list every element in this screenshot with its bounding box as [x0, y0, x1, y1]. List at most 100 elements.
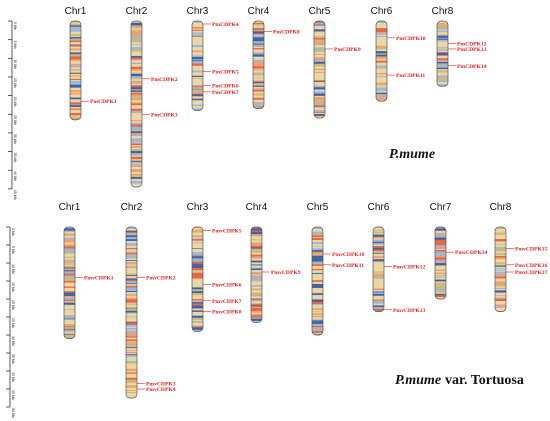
chromosome-band	[314, 21, 325, 24]
chromosome-band	[192, 299, 203, 302]
chromosome-band	[64, 325, 75, 327]
chromosome-band	[435, 249, 446, 252]
scale-tick-label: 20 Mb	[11, 300, 15, 310]
chromosome-band	[251, 296, 262, 299]
chromosome-band	[192, 297, 203, 300]
chromosome-band	[437, 56, 448, 59]
chromosome-band	[126, 377, 137, 380]
chromosome-band	[192, 311, 203, 314]
chromosome-band	[373, 292, 384, 295]
chromosome-band	[192, 88, 203, 90]
chromosome-band	[435, 243, 446, 246]
chromosome-band	[64, 284, 75, 287]
chromosome-band	[70, 109, 81, 111]
chromosome-bands	[437, 21, 448, 87]
chromosome-band	[126, 324, 137, 327]
chromosome-band	[126, 348, 137, 351]
chromosome-band	[192, 296, 203, 298]
chromosome-band	[70, 84, 81, 86]
chromosome-band	[64, 286, 75, 289]
scale-tick-label: 10 Mb	[13, 59, 17, 69]
scale-tick-label: 20 Mb	[13, 97, 17, 107]
chromosome-band	[70, 21, 81, 23]
chromosome-band	[70, 59, 81, 62]
chromosome-band	[495, 251, 506, 254]
gene-label: PmvCDPK9	[271, 270, 301, 276]
chromosome-band	[251, 280, 262, 282]
chromosome-band	[64, 326, 75, 329]
chromosome-band	[253, 68, 264, 70]
chromosome-band	[435, 295, 446, 298]
chromosome-chr1: Chr1 PmvCDPK1	[59, 202, 114, 339]
chromosome-band	[314, 36, 325, 39]
gene-label: PmvCDPK16	[515, 263, 548, 269]
chromosome-band	[373, 278, 384, 282]
chromosome-band	[70, 52, 81, 54]
chromosome-band	[373, 262, 384, 264]
chromosome-band	[251, 250, 262, 253]
scale-tick-label: 10 Mb	[11, 264, 15, 274]
chromosome-band	[192, 108, 203, 111]
chromosome-band	[373, 280, 384, 283]
chromosome-band	[64, 255, 75, 257]
chromosome-band	[251, 315, 262, 318]
scale-tick-label: 5 Mb	[11, 246, 15, 254]
chromosome-band	[126, 350, 137, 352]
chromosome-band	[314, 110, 325, 113]
scale-tick-label: 15 Mb	[13, 78, 17, 88]
chromosome-band	[495, 271, 506, 273]
chromosome-band	[314, 114, 325, 117]
chromosome-band	[192, 305, 203, 308]
chromosome-band	[64, 267, 75, 269]
chromosome-label: Chr1	[65, 6, 87, 17]
chromosome-band	[192, 54, 203, 56]
scale-tick-label: 40 Mb	[11, 372, 15, 382]
chromosome-band	[131, 79, 142, 82]
chromosome-band	[435, 239, 446, 243]
chromosome-band	[373, 268, 384, 270]
chromosome-band	[192, 282, 203, 284]
chromosome-band	[192, 91, 203, 95]
chromosome-band	[192, 243, 203, 245]
chromosome-band	[376, 41, 387, 45]
chromosome-band	[126, 304, 137, 308]
gene-label: PmCDPK11	[396, 73, 425, 79]
chromosome-band	[312, 315, 323, 318]
chromosome-band	[373, 234, 384, 237]
chromosome-band	[126, 299, 137, 302]
chromosome-band	[251, 265, 262, 268]
chromosome-band	[435, 279, 446, 282]
chromosome-band	[70, 76, 81, 80]
chromosome-band	[495, 271, 506, 275]
chromosome-band	[192, 303, 203, 306]
chromosome-band	[376, 47, 387, 50]
chromosome-band	[251, 262, 262, 265]
chromosome-band	[126, 268, 137, 271]
chromosome-band	[70, 47, 81, 49]
chromosome-band	[373, 290, 384, 292]
chromosome-band	[253, 99, 264, 103]
chromosome-band	[373, 286, 384, 288]
chromosome-band	[495, 309, 506, 312]
panel-p-mume: 0 Mb 5 Mb 10 Mb 15 Mb 20 Mb 25 Mb 30 Mb 35 Mb 40…	[8, 6, 487, 200]
chromosome-band	[131, 136, 142, 139]
chromosome-band	[437, 84, 448, 87]
chromosome-band	[126, 233, 137, 235]
chromosome-band	[70, 44, 81, 46]
chromosome-band	[314, 70, 325, 73]
chromosome-band	[131, 159, 142, 161]
chromosome-band	[192, 237, 203, 239]
chromosome-band	[251, 230, 262, 232]
chromosome-bands	[373, 227, 384, 312]
chromosome-band	[253, 35, 264, 38]
chromosome-band	[126, 255, 137, 258]
chromosome-band	[253, 39, 264, 42]
chromosome-bands	[192, 21, 203, 111]
chromosome-band	[253, 48, 264, 51]
chromosome-band	[64, 235, 75, 238]
chromosome-band	[495, 286, 506, 289]
chromosome-band	[192, 307, 203, 309]
chromosome-chr4: Chr4 PmvCDPK9	[246, 202, 301, 323]
chromosome-band	[126, 385, 137, 388]
chromosome-band	[373, 239, 384, 243]
